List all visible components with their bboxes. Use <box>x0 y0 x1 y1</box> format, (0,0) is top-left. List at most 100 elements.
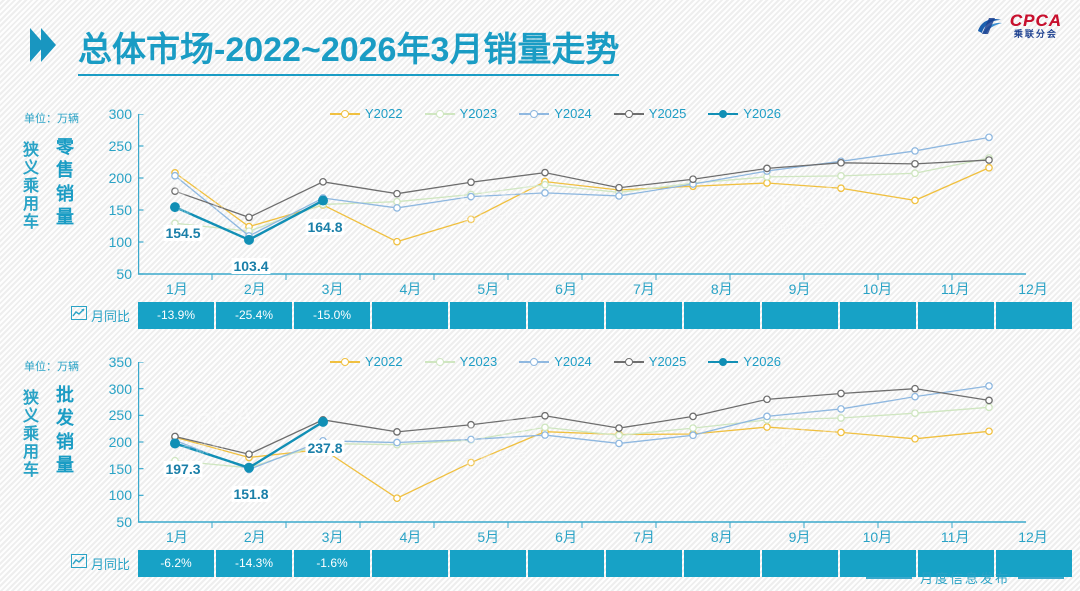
yoy-cell-10 <box>840 550 916 577</box>
series-point-y2026 <box>244 234 254 245</box>
series-point-y2022 <box>393 494 401 503</box>
wholesale-yoy-text: 月同比 <box>90 557 130 572</box>
series-point-y2024 <box>615 439 623 448</box>
series-point-y2025 <box>467 420 475 429</box>
series-point-y2022 <box>985 163 993 172</box>
wholesale-yoy-label: 月同比 <box>40 550 136 577</box>
legend-marker-y2024 <box>530 109 539 118</box>
retail-yoy-row: -13.9% -25.4% -15.0% <box>138 302 1072 329</box>
wholesale-category-label: 狭义乘用车 <box>22 390 39 479</box>
series-point-y2025 <box>245 450 253 459</box>
wholesale-chart-block: 单位：万辆 狭义乘用车 批发销量 50 100 150 200 250 300 350 19… <box>0 348 1080 578</box>
series-point-y2024 <box>393 204 401 212</box>
yoy-cell-8 <box>684 550 760 577</box>
y-tick-300: 300 <box>108 380 132 397</box>
series-point-y2023 <box>393 197 401 206</box>
legend-label-y2022: Y2022 <box>365 354 403 369</box>
series-point-y2025 <box>837 158 845 167</box>
retail-category-label: 狭义乘用车 <box>22 142 39 231</box>
series-line-y2022 <box>174 167 990 243</box>
series-point-y2026 <box>318 195 328 206</box>
page-header: 总体市场-2022~2026年3月销量走势 CPCA 乘联分会 <box>0 0 1080 92</box>
month-label-5: 5月 <box>477 529 500 545</box>
month-label-4: 4月 <box>399 281 422 297</box>
month-label-2: 2月 <box>243 529 266 545</box>
series-point-y2023 <box>985 403 993 412</box>
retail-yoy-label: 月同比 <box>40 302 136 329</box>
legend-item-y2024[interactable]: Y2024 <box>519 354 592 369</box>
yoy-cell-11 <box>918 302 994 329</box>
series-point-y2025 <box>985 156 993 164</box>
page-title: 总体市场-2022~2026年3月销量走势 <box>78 22 620 76</box>
cpca-logo: CPCA 乘联分会 <box>975 12 1062 39</box>
legend-swatch-y2023 <box>424 109 455 118</box>
yoy-cell-3: -15.0% <box>294 302 370 329</box>
legend-item-y2025[interactable]: Y2025 <box>613 354 686 369</box>
yoy-cell-5 <box>450 302 526 329</box>
month-label-7: 7月 <box>632 529 655 545</box>
series-point-y2025 <box>171 187 179 196</box>
retail-lines <box>137 108 1036 289</box>
legend-item-y2023[interactable]: Y2023 <box>424 106 497 121</box>
month-label-6: 6月 <box>555 529 577 545</box>
series-point-y2024 <box>837 405 845 413</box>
footer-rule-right <box>1018 576 1064 579</box>
retail-legend: Y2022 Y2023 Y2024 Y2025 Y2026 <box>330 106 781 121</box>
wholesale-metric-label: 批发销量 <box>56 385 74 476</box>
series-point-y2023 <box>689 424 697 432</box>
plot-svg <box>137 108 1026 280</box>
legend-label-y2023: Y2023 <box>459 354 498 369</box>
trend-icon <box>70 554 87 573</box>
y-tick-250: 250 <box>108 407 132 424</box>
y-tick-50: 50 <box>116 266 132 282</box>
series-point-y2022 <box>837 184 845 193</box>
legend-item-y2022[interactable]: Y2022 <box>330 354 403 369</box>
series-line-y2024 <box>174 136 990 237</box>
yoy-cell-6 <box>528 302 604 329</box>
series-point-y2022 <box>467 458 475 467</box>
series-point-y2025 <box>393 189 401 198</box>
month-label-11: 11月 <box>940 281 970 297</box>
month-label-10: 10月 <box>862 281 893 297</box>
y-tick-200: 200 <box>108 434 132 450</box>
legend-swatch-y2022 <box>330 109 360 118</box>
series-point-y2025 <box>911 160 919 168</box>
footer-rule-left <box>865 576 912 579</box>
logo-brand: CPCA <box>1009 11 1062 30</box>
legend-marker-y2024 <box>530 357 539 366</box>
series-point-y2026 <box>244 462 254 473</box>
series-point-y2025 <box>689 175 697 184</box>
trend-icon <box>70 306 87 325</box>
series-point-y2024 <box>911 147 919 155</box>
legend-label-y2025: Y2025 <box>648 106 687 121</box>
legend-item-y2025[interactable]: Y2025 <box>613 106 687 121</box>
retail-chart-block: 单位：万辆 狭义乘用车 零售销量 50 100 150 200 250 300 154.5… <box>0 100 1080 330</box>
series-point-y2023 <box>837 414 845 422</box>
series-point-y2022 <box>763 423 771 431</box>
legend-item-y2026[interactable]: Y2026 <box>708 354 781 369</box>
y-tick-100: 100 <box>108 487 132 504</box>
legend-item-y2026[interactable]: Y2026 <box>708 106 781 121</box>
series-point-y2023 <box>615 431 623 440</box>
legend-swatch-y2025 <box>613 357 644 366</box>
series-point-y2024 <box>541 431 549 439</box>
legend-item-y2023[interactable]: Y2023 <box>424 354 498 369</box>
yoy-cell-2: -25.4% <box>216 302 292 329</box>
legend-swatch-y2022 <box>330 357 360 366</box>
legend-item-y2022[interactable]: Y2022 <box>330 106 403 121</box>
month-label-10: 10月 <box>862 529 893 545</box>
yoy-cell-9 <box>762 302 838 329</box>
series-point-y2026 <box>170 202 180 213</box>
series-point-y2022 <box>393 237 401 246</box>
retail-y-axis: 50 100 150 200 250 300 <box>92 106 138 282</box>
series-point-y2022 <box>763 179 771 187</box>
yoy-cell-9 <box>762 550 838 577</box>
legend-item-y2024[interactable]: Y2024 <box>519 106 592 121</box>
yoy-cell-4 <box>372 302 448 329</box>
series-point-y2024 <box>541 189 549 197</box>
series-line-y2025 <box>174 159 990 219</box>
legend-marker-y2023 <box>435 109 444 118</box>
wholesale-y-axis: 50 100 150 200 250 300 350 <box>92 354 138 530</box>
retail-yoy-text: 月同比 <box>90 309 130 324</box>
legend-label-y2026: Y2026 <box>743 106 781 121</box>
